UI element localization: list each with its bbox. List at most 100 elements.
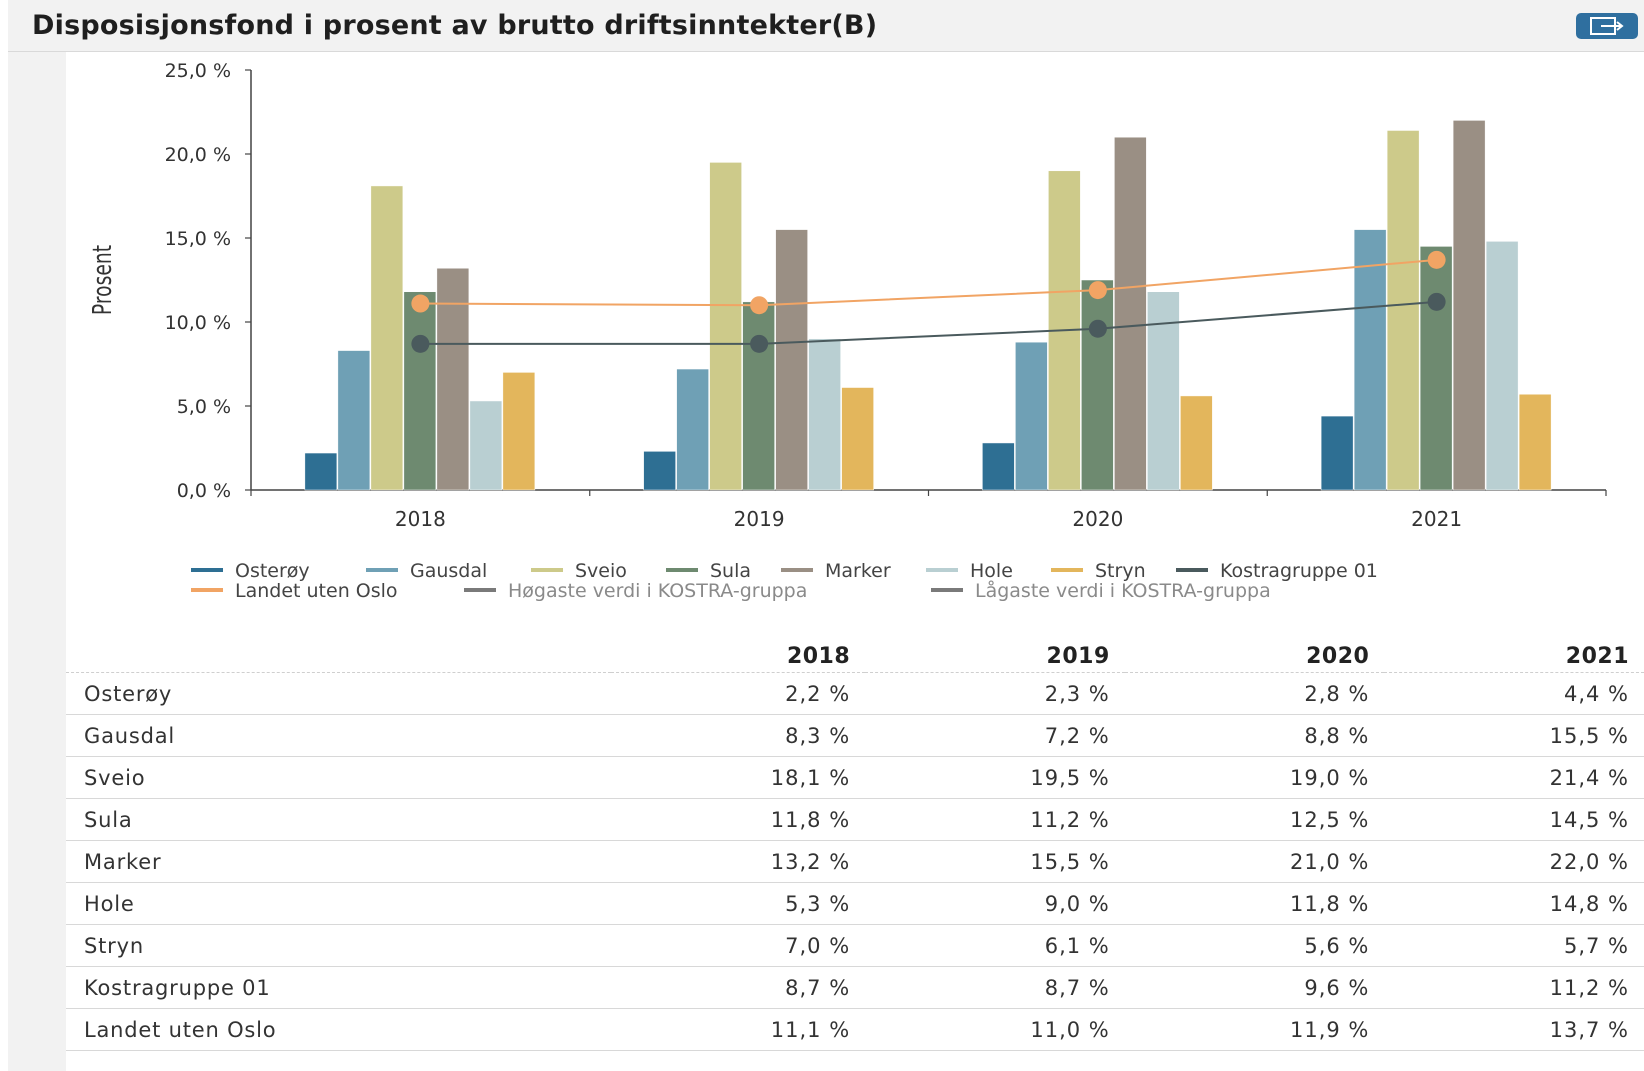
- series-point: [1427, 292, 1446, 311]
- table-cell: 14,8 %: [1384, 882, 1644, 925]
- bar: [1452, 120, 1486, 491]
- legend-item[interactable]: Landet uten Oslo: [191, 580, 398, 602]
- table-row: Landet uten Oslo 11,1 % 11,0 % 11,9 % 13,7 %: [66, 1008, 1644, 1051]
- legend-item[interactable]: Lågaste verdi i KOSTRA-gruppa: [931, 580, 1271, 602]
- bar: [676, 368, 709, 491]
- legend-swatch: [191, 587, 223, 592]
- table-cell: 11,1 %: [610, 1008, 866, 1051]
- table-header-cell: 2019: [865, 640, 1125, 673]
- x-tick-label: 2020: [1072, 507, 1123, 531]
- legend-swatch: [1176, 567, 1208, 572]
- legend-swatch: [931, 587, 963, 592]
- table-cell: 22,0 %: [1384, 840, 1644, 883]
- legend-item[interactable]: Sula: [666, 560, 751, 582]
- table-header-cell: 2020: [1124, 640, 1385, 673]
- bar: [1015, 341, 1048, 491]
- bar: [1485, 241, 1519, 491]
- table-cell: 19,0 %: [1124, 756, 1385, 799]
- table-cell: 8,3 %: [610, 714, 866, 757]
- series-line: [420, 258, 1437, 307]
- legend-label: Sveio: [575, 560, 627, 582]
- legend-item[interactable]: Høgaste verdi i KOSTRA-gruppa: [464, 580, 807, 602]
- row-label: Gausdal: [66, 714, 611, 757]
- table-row: Kostragruppe 01 8,7 % 8,7 % 9,6 % 11,2 %: [66, 966, 1644, 1009]
- table-header-cell: [66, 640, 611, 673]
- y-tick-label: 25,0 %: [165, 60, 231, 82]
- bar: [982, 442, 1015, 491]
- table-cell: 7,0 %: [610, 924, 866, 967]
- legend-label: Osterøy: [235, 560, 310, 582]
- series-point: [1088, 319, 1107, 338]
- table-cell: 13,7 %: [1384, 1008, 1644, 1051]
- table-cell: 4,4 %: [1384, 672, 1644, 715]
- table-cell: 11,8 %: [610, 798, 866, 841]
- bar: [1180, 395, 1213, 491]
- left-gutter: [8, 52, 66, 1071]
- table-cell: 11,2 %: [865, 798, 1125, 841]
- bar: [742, 301, 775, 491]
- legend-label: Lågaste verdi i KOSTRA-gruppa: [975, 580, 1271, 602]
- legend-swatch: [191, 567, 223, 572]
- legend-item[interactable]: Gausdal: [366, 560, 487, 582]
- table-cell: 7,2 %: [865, 714, 1125, 757]
- table-cell: 2,8 %: [1124, 672, 1385, 715]
- data-table: 2018 2019 2020 2021 Osterøy 2,2 % 2,3 % 2,8…: [66, 640, 1644, 1051]
- table-header-cell: 2018: [610, 640, 866, 673]
- bar: [1518, 393, 1552, 491]
- legend-swatch: [464, 587, 496, 592]
- legend-label: Kostragruppe 01: [1220, 560, 1378, 582]
- table-row: Sveio 18,1 % 19,5 % 19,0 % 21,4 %: [66, 756, 1644, 799]
- row-label: Marker: [66, 840, 611, 883]
- series-point: [411, 294, 430, 313]
- legend-label: Stryn: [1095, 560, 1146, 582]
- legend-swatch: [366, 567, 398, 572]
- bar: [403, 291, 437, 491]
- bar: [1419, 246, 1453, 491]
- legend-label: Gausdal: [410, 560, 488, 582]
- table-row: Marker 13,2 % 15,5 % 21,0 % 22,0 %: [66, 840, 1644, 883]
- legend-item[interactable]: Stryn: [1051, 560, 1146, 582]
- y-tick-label: 20,0 %: [165, 144, 231, 166]
- chart-legend: Osterøy Gausdal Sveio Sula Marker Hole Stryn Ko…: [66, 560, 1644, 610]
- series-point: [1088, 281, 1107, 300]
- x-tick-label: 2019: [734, 507, 785, 531]
- bar: [1114, 136, 1147, 491]
- legend-swatch: [531, 567, 563, 572]
- y-tick-label: 15,0 %: [165, 228, 231, 250]
- series-point: [750, 296, 769, 315]
- table-cell: 21,4 %: [1384, 756, 1644, 799]
- legend-item[interactable]: Sveio: [531, 560, 627, 582]
- series-line: [420, 300, 1437, 345]
- bar: [1320, 415, 1354, 491]
- row-label: Stryn: [66, 924, 611, 967]
- legend-item[interactable]: Hole: [926, 560, 1013, 582]
- row-label: Osterøy: [66, 672, 611, 715]
- row-label: Landet uten Oslo: [66, 1008, 611, 1051]
- table-cell: 15,5 %: [1384, 714, 1644, 757]
- bar: [709, 162, 742, 491]
- legend-swatch: [1051, 567, 1083, 572]
- table-cell: 5,7 %: [1384, 924, 1644, 967]
- table-cell: 9,0 %: [865, 882, 1125, 925]
- table-row: Osterøy 2,2 % 2,3 % 2,8 % 4,4 %: [66, 672, 1644, 715]
- table-row: Gausdal 8,3 % 7,2 % 8,8 % 15,5 %: [66, 714, 1644, 757]
- legend-item[interactable]: Kostragruppe 01: [1176, 560, 1378, 582]
- table-cell: 9,6 %: [1124, 966, 1385, 1009]
- table-cell: 11,2 %: [1384, 966, 1644, 1009]
- export-button[interactable]: [1576, 13, 1638, 39]
- series-point: [750, 334, 769, 353]
- table-cell: 14,5 %: [1384, 798, 1644, 841]
- x-tick-label: 2021: [1411, 507, 1462, 531]
- legend-item[interactable]: Marker: [781, 560, 891, 582]
- row-label: Kostragruppe 01: [66, 966, 611, 1009]
- table-cell: 11,9 %: [1124, 1008, 1385, 1051]
- export-icon: [1590, 17, 1624, 35]
- table-header-row: 2018 2019 2020 2021: [66, 640, 1644, 673]
- table-cell: 5,3 %: [610, 882, 866, 925]
- legend-swatch: [666, 567, 698, 572]
- table-cell: 8,8 %: [1124, 714, 1385, 757]
- legend-item[interactable]: Osterøy: [191, 560, 310, 582]
- table-cell: 5,6 %: [1124, 924, 1385, 967]
- legend-label: Landet uten Oslo: [235, 580, 398, 602]
- table-row: Stryn 7,0 % 6,1 % 5,6 % 5,7 %: [66, 924, 1644, 967]
